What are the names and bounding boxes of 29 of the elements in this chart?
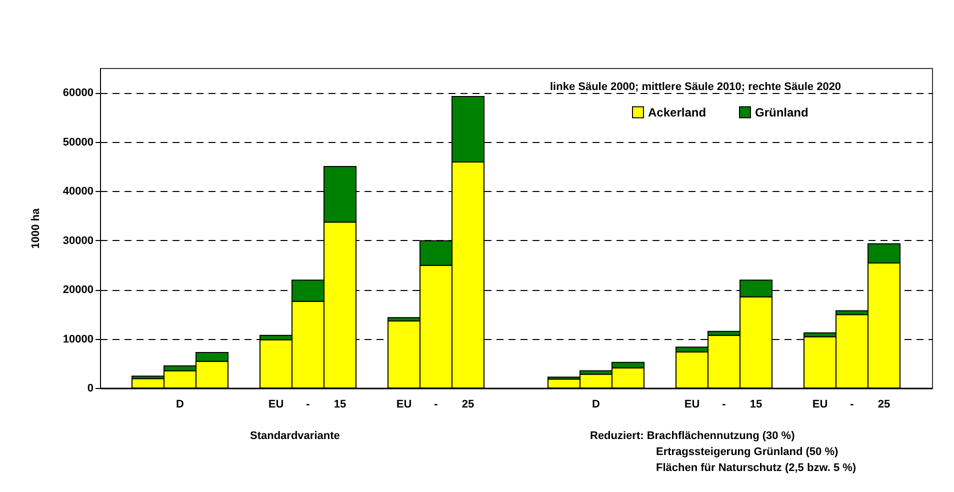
x-tick-label: - [722, 398, 726, 410]
x-tick-label: - [850, 398, 854, 410]
legend-label: Ackerland [648, 105, 706, 120]
x-tick-label: 25 [462, 398, 474, 410]
y-tick-label: 40000 [62, 186, 94, 198]
x-tick-label: EU [812, 398, 828, 410]
x-tick-label: 15 [334, 398, 346, 410]
text: Standardvariante [250, 430, 340, 442]
y-tick-label: 10000 [62, 333, 94, 346]
x-tick-label: - [434, 398, 438, 410]
annotation: linke Säule 2000; mittlere Säule 2010; rechte Säule 2020 [548, 81, 844, 93]
y-tick-label: 20000 [62, 284, 94, 296]
y-tick-label: 50000 [62, 136, 94, 148]
text: Flächen für Naturschutz (2,5 bzw. 5 %) [656, 462, 856, 474]
x-tick-label: D [176, 398, 184, 410]
y-axis-title: 1000 ha [30, 207, 42, 249]
y-tick-label: 60000 [62, 87, 94, 100]
x-tick-label: EU [268, 398, 284, 410]
x-tick-label: - [306, 398, 310, 410]
y-tick-label: 30000 [62, 234, 94, 247]
x-tick-label: EU [396, 398, 412, 410]
x-tick-label: EU [684, 398, 700, 410]
x-tick-label: D [592, 398, 600, 410]
y-tick-label: 0 [87, 382, 94, 394]
x-tick-label: 15 [750, 398, 762, 410]
text: Ertragssteigerung Grünland (50 %) [656, 446, 838, 458]
text: Reduziert: Brachflächennutzung (30 %) [590, 430, 795, 442]
x-tick-label: 25 [878, 398, 890, 410]
legend-label: Grünland [755, 105, 808, 120]
